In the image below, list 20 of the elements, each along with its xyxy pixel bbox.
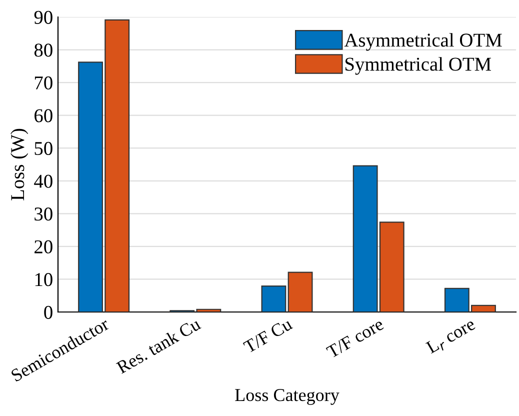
bar: [288, 272, 313, 312]
y-tick-label: 90: [34, 10, 52, 24]
y-tick-label: 20: [34, 240, 52, 254]
legend-label: Asymmetrical OTM: [344, 33, 502, 51]
y-tick-label: 70: [34, 76, 52, 90]
y-tick-label: 50: [34, 142, 52, 156]
x-tick-label: L$_{r}$ core: [425, 318, 478, 356]
x-axis-title: Loss Category: [235, 388, 340, 405]
y-axis-title: Loss (W): [10, 128, 28, 200]
x-tick-label: Res. tank Cu: [115, 317, 202, 374]
bar: [261, 286, 286, 312]
x-tick-label: T/F core: [326, 318, 384, 359]
y-tick-label: 30: [34, 207, 52, 221]
y-tick-label: 40: [34, 174, 52, 188]
legend-label: Symmetrical OTM: [345, 57, 492, 75]
y-tick-label: 10: [35, 273, 52, 286]
y-tick-label: 0: [44, 306, 52, 319]
y-tick-label: 60: [34, 109, 52, 122]
y-tick-label: 80: [34, 44, 52, 57]
x-tick-label: T/F Cu: [242, 318, 294, 354]
